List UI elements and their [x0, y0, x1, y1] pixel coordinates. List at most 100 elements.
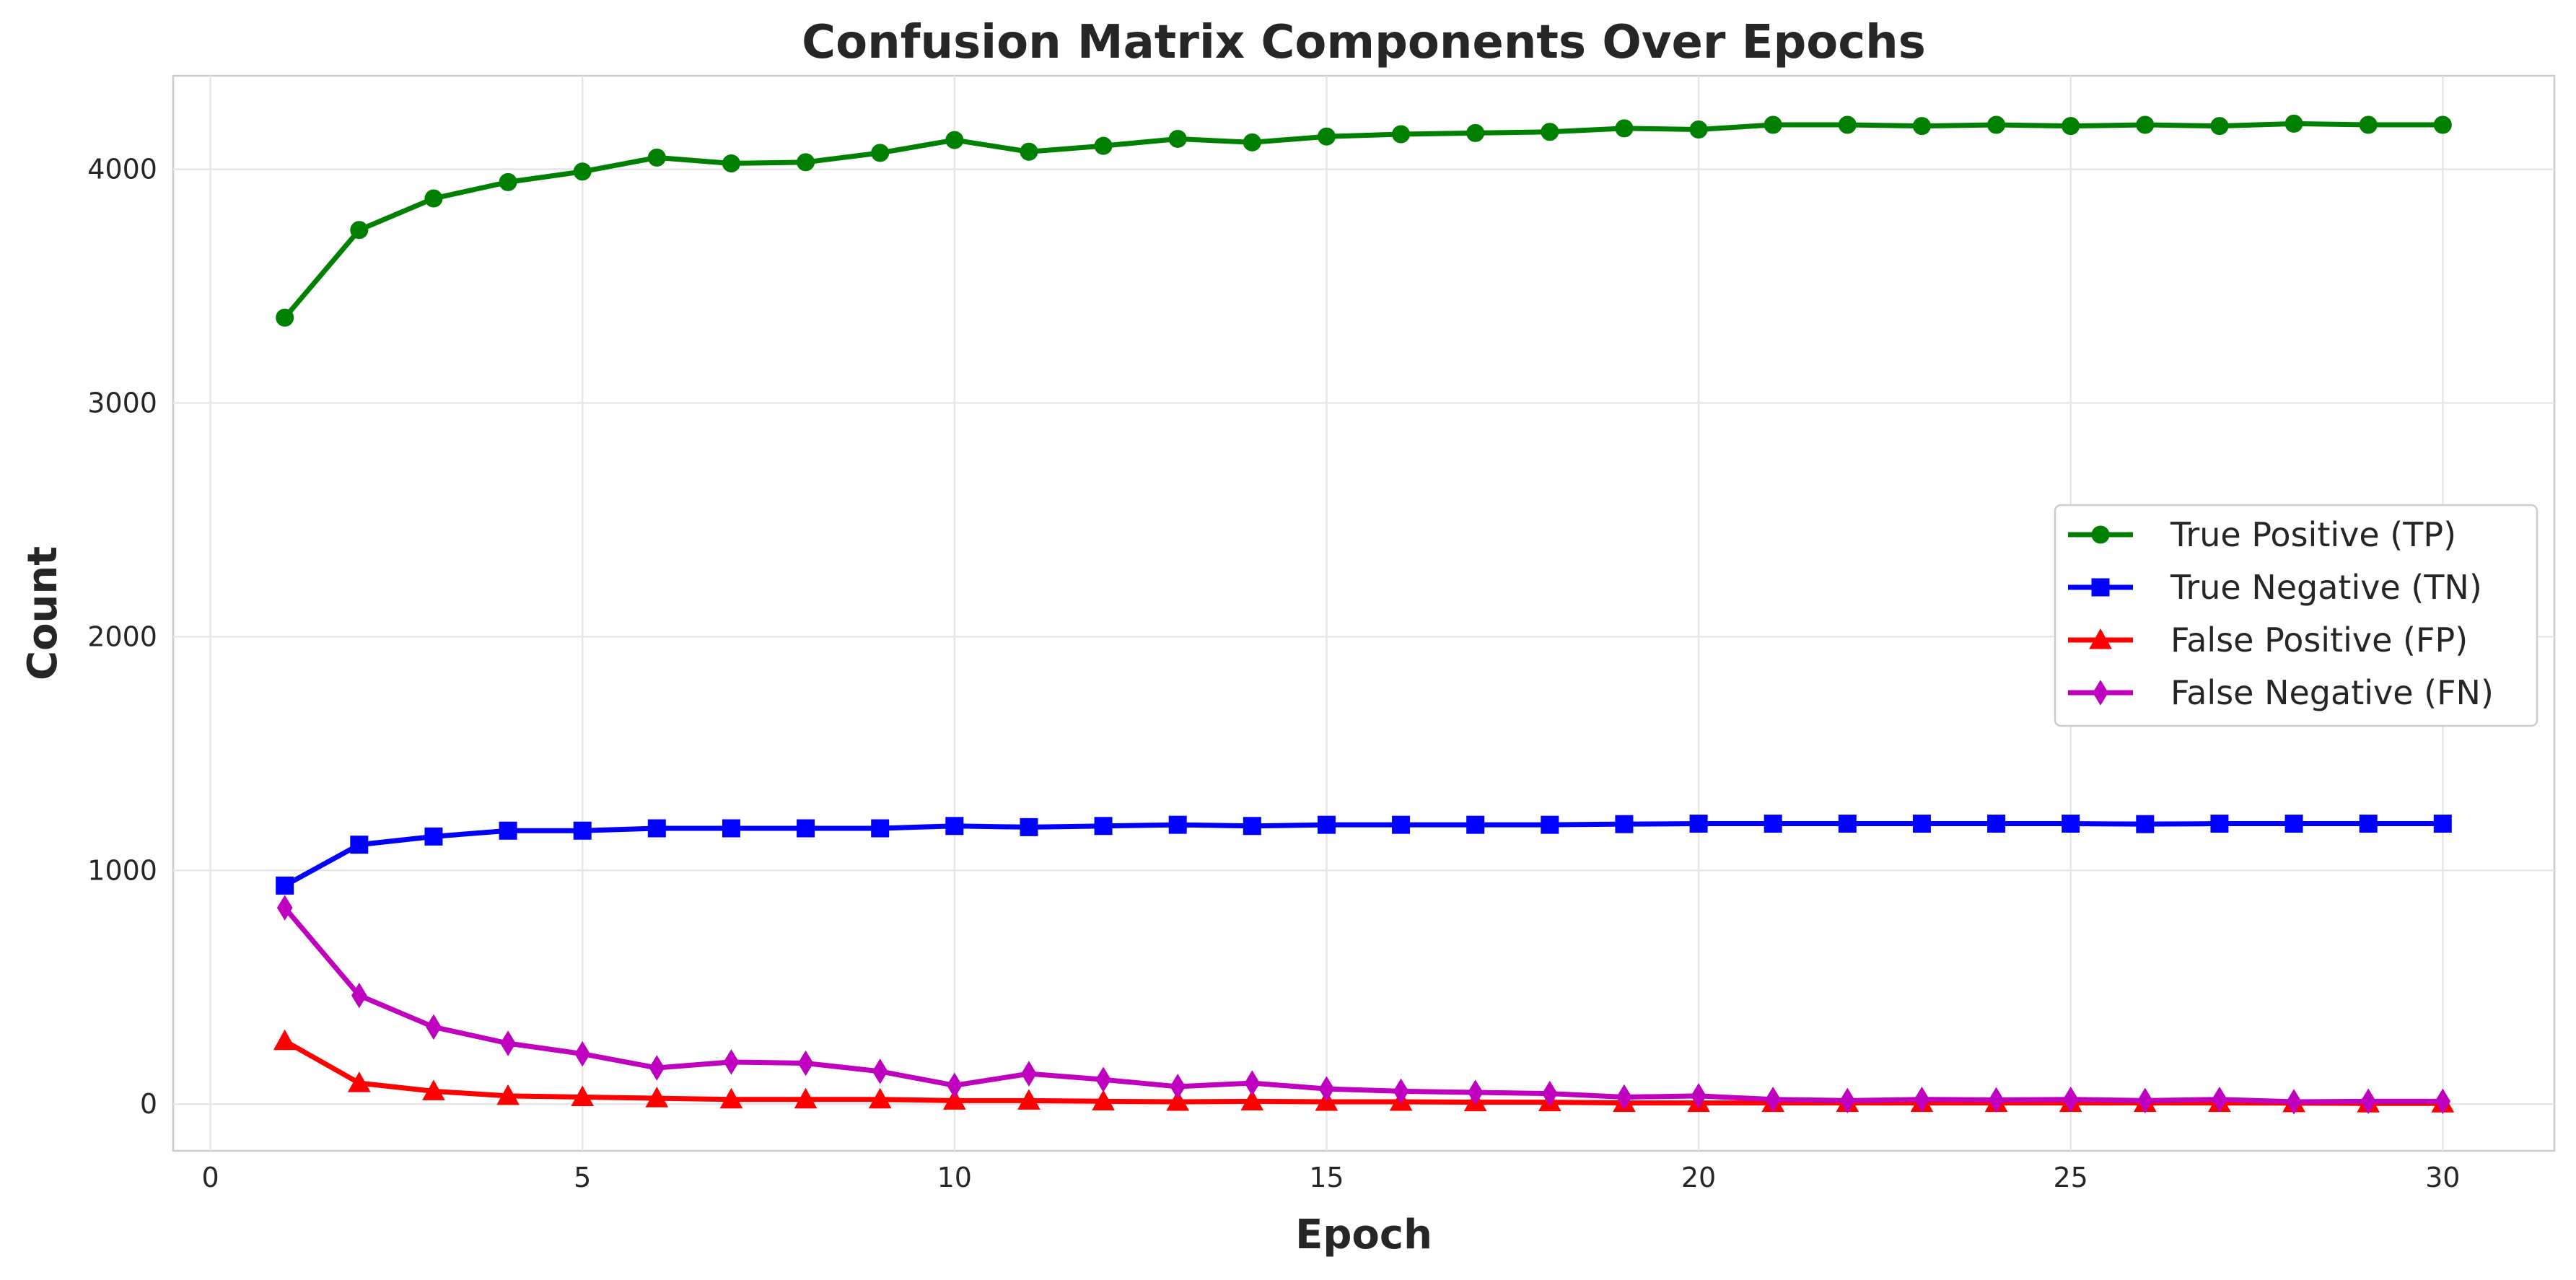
chart-title: Confusion Matrix Components Over Epochs — [802, 16, 1926, 69]
data-point-tp — [1317, 127, 1336, 146]
y-tick-label: 0 — [140, 1088, 157, 1120]
x-tick-label: 15 — [1309, 1162, 1344, 1193]
legend-box — [2054, 504, 2538, 727]
data-point-tp — [647, 148, 666, 167]
data-point-tn — [2433, 815, 2452, 833]
data-point-tp — [1094, 136, 1113, 155]
data-point-tp — [2433, 115, 2452, 134]
data-point-fn — [1170, 1074, 1186, 1100]
data-point-tn — [2210, 815, 2229, 833]
x-tick-label: 0 — [201, 1162, 219, 1193]
data-point-tn — [2284, 815, 2303, 833]
legend-swatch-marker — [2093, 680, 2108, 706]
y-tick-label: 3000 — [87, 387, 157, 418]
data-point-fn — [1988, 1087, 2005, 1113]
data-point-fn — [1839, 1087, 1856, 1114]
data-point-tp — [2284, 114, 2303, 133]
data-point-tp — [2359, 115, 2378, 134]
series-tp — [276, 114, 2452, 327]
data-point-fn — [2435, 1088, 2451, 1115]
data-point-fn — [1393, 1078, 1409, 1105]
data-point-fn — [2137, 1087, 2153, 1114]
legend-label: False Positive (FP) — [2170, 621, 2468, 659]
data-point-tp — [1466, 123, 1485, 142]
data-point-fn — [872, 1058, 888, 1084]
data-point-tn — [871, 819, 890, 838]
data-point-tn — [424, 827, 443, 846]
data-point-tn — [350, 836, 369, 854]
data-point-tp — [1392, 125, 1411, 144]
x-tick-label: 20 — [1681, 1162, 1716, 1193]
data-point-tn — [1317, 815, 1336, 834]
data-point-tp — [1020, 142, 1038, 161]
grid — [173, 76, 2554, 1151]
data-point-fn — [2212, 1086, 2227, 1113]
data-point-fn — [797, 1050, 814, 1077]
legend-label: False Negative (FN) — [2170, 673, 2494, 712]
x-tick-label: 5 — [574, 1162, 591, 1193]
data-point-tn — [2062, 815, 2080, 833]
legend-item-tp: True Positive (TP) — [2068, 515, 2456, 554]
data-point-tn — [499, 821, 517, 840]
data-point-fn — [500, 1030, 516, 1056]
data-point-tp — [2062, 117, 2080, 136]
x-tick-label: 30 — [2425, 1162, 2460, 1193]
data-point-tn — [1094, 817, 1113, 836]
data-point-tn — [797, 819, 815, 838]
data-point-tn — [1243, 817, 1261, 836]
data-point-tp — [945, 131, 964, 149]
data-point-fn — [1021, 1061, 1037, 1087]
data-point-tp — [1764, 115, 1782, 134]
data-point-fn — [1914, 1086, 1930, 1113]
data-point-tn — [1541, 815, 1559, 834]
legend-swatch-marker — [2089, 628, 2112, 649]
data-point-fp — [571, 1085, 595, 1106]
data-point-tp — [1838, 115, 1857, 134]
data-point-fn — [723, 1049, 740, 1075]
data-point-tn — [1392, 815, 1411, 834]
legend-swatch-marker — [2091, 578, 2110, 597]
legend-item-fp: False Positive (FP) — [2068, 621, 2468, 659]
data-point-tp — [350, 221, 369, 240]
data-point-fp — [868, 1087, 892, 1109]
data-point-fp — [1017, 1089, 1041, 1110]
series-group — [273, 114, 2455, 1115]
x-tick-label: 10 — [937, 1162, 972, 1193]
data-point-fp — [942, 1089, 966, 1110]
data-point-tn — [1615, 815, 1634, 833]
data-point-fp — [794, 1087, 818, 1109]
data-point-tp — [424, 189, 443, 208]
data-point-fn — [426, 1014, 442, 1040]
data-point-fn — [2062, 1086, 2079, 1113]
data-point-tn — [647, 819, 666, 838]
data-point-tn — [1466, 815, 1485, 834]
data-point-fp — [1092, 1090, 1115, 1110]
data-point-tn — [1987, 815, 2006, 833]
data-point-tp — [722, 154, 740, 172]
legend-item-tn: True Negative (TN) — [2068, 568, 2482, 607]
data-point-fp — [719, 1087, 743, 1109]
y-tick-label: 1000 — [87, 854, 157, 886]
data-point-tp — [871, 144, 890, 162]
series-line-fn — [282, 905, 2445, 1105]
data-point-fn — [649, 1055, 665, 1081]
legend-item-fn: False Negative (FN) — [2068, 673, 2494, 712]
data-point-fn — [1244, 1070, 1261, 1096]
legend-label: True Negative (TN) — [2170, 568, 2482, 607]
data-point-tp — [1615, 119, 1634, 138]
data-point-fn — [276, 895, 293, 921]
data-point-tp — [2210, 117, 2229, 136]
y-axis-label: Count — [19, 546, 66, 680]
x-axis-label: Epoch — [1295, 1211, 1432, 1258]
data-point-fn — [2286, 1089, 2302, 1115]
series-line-fp — [282, 1038, 2445, 1106]
data-point-fn — [1318, 1076, 1335, 1102]
data-point-tp — [1541, 123, 1559, 141]
data-point-tp — [1168, 129, 1187, 148]
data-point-tn — [276, 876, 294, 895]
data-point-tp — [1912, 117, 1931, 136]
data-point-tn — [1838, 815, 1857, 833]
data-point-tn — [2359, 815, 2378, 833]
y-tick-label: 4000 — [87, 154, 157, 185]
